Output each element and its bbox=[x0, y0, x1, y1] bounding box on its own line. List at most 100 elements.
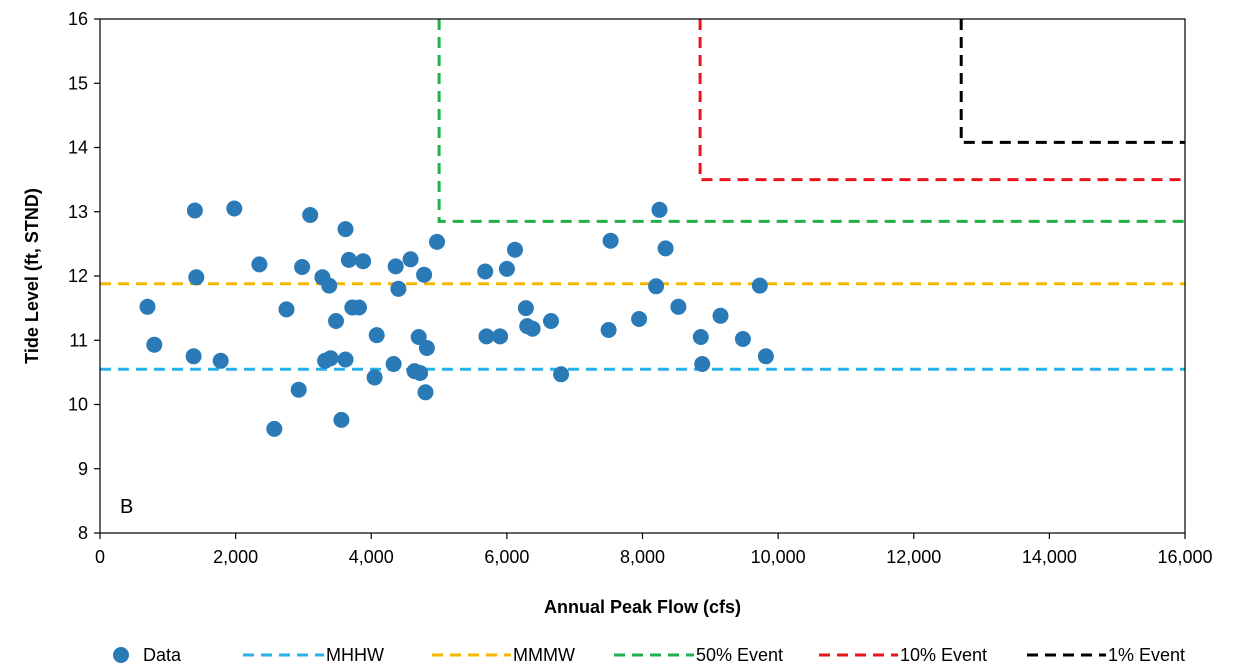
legend: Data MHHW MMMW 50% Event 10% Event 1% Event bbox=[113, 645, 1185, 665]
data-point bbox=[186, 202, 203, 219]
x-tick-label: 8,000 bbox=[620, 547, 665, 567]
data-point bbox=[328, 313, 344, 329]
x-tick-label: 14,000 bbox=[1022, 547, 1077, 567]
data-point bbox=[294, 259, 311, 275]
data-point bbox=[712, 307, 729, 324]
data-point bbox=[366, 369, 383, 386]
50pct-event-line bbox=[437, 19, 1185, 223]
data-point bbox=[477, 263, 494, 280]
data-point bbox=[524, 320, 541, 337]
legend-label: 10% Event bbox=[900, 645, 987, 665]
data-point bbox=[385, 356, 402, 372]
x-tick-label: 12,000 bbox=[886, 547, 941, 567]
data-point bbox=[553, 366, 570, 383]
data-point bbox=[390, 280, 407, 297]
data-point bbox=[416, 266, 433, 283]
data-point bbox=[226, 200, 243, 217]
y-tick-label: 11 bbox=[69, 330, 88, 350]
data-point bbox=[417, 384, 434, 401]
1pct-event-line bbox=[959, 19, 1185, 144]
x-tick-label: 2,000 bbox=[213, 547, 258, 567]
legend-item-10pct-event: 10% Event bbox=[819, 645, 987, 665]
data-point bbox=[188, 269, 205, 286]
plot-lines bbox=[100, 19, 1185, 371]
data-point bbox=[757, 348, 774, 365]
data-point bbox=[251, 256, 268, 273]
legend-marker bbox=[113, 647, 129, 663]
data-point bbox=[340, 251, 357, 268]
data-point bbox=[648, 278, 665, 295]
x-tick-label: 4,000 bbox=[349, 547, 394, 567]
plot-frame bbox=[99, 18, 1186, 534]
y-tick-label: 8 bbox=[78, 523, 88, 543]
y-tick-label: 13 bbox=[68, 202, 88, 222]
data-point bbox=[387, 258, 404, 275]
y-tick-label: 16 bbox=[68, 9, 88, 29]
x-axis-ticks: 0 2,000 4,000 6,000 8,000 10,000 12,000 14,000 1… bbox=[95, 533, 1213, 567]
data-point bbox=[337, 221, 354, 238]
data-point bbox=[751, 277, 768, 294]
y-tick-label: 15 bbox=[68, 73, 88, 93]
data-point bbox=[694, 356, 711, 372]
data-point bbox=[212, 352, 229, 369]
data-point bbox=[402, 251, 419, 268]
data-point bbox=[543, 313, 559, 329]
x-tick-label: 0 bbox=[95, 547, 105, 567]
plot-points bbox=[139, 200, 774, 437]
data-point bbox=[302, 207, 319, 223]
data-point bbox=[651, 201, 668, 218]
data-point bbox=[429, 233, 445, 250]
data-point bbox=[602, 232, 619, 249]
data-point bbox=[266, 420, 283, 437]
legend-label: 50% Event bbox=[696, 645, 783, 665]
data-point bbox=[507, 241, 523, 258]
data-point bbox=[492, 328, 509, 345]
data-point bbox=[692, 329, 709, 345]
data-point bbox=[478, 328, 495, 345]
legend-label: MHHW bbox=[326, 645, 384, 665]
data-point bbox=[517, 300, 534, 317]
data-point bbox=[290, 381, 307, 398]
legend-item-mmmw: MMMW bbox=[432, 645, 575, 665]
data-point bbox=[412, 365, 429, 381]
x-tick-label: 10,000 bbox=[751, 547, 806, 567]
data-point bbox=[657, 240, 674, 257]
x-axis-title: Annual Peak Flow (cfs) bbox=[544, 597, 741, 617]
legend-item-1pct-event: 1% Event bbox=[1027, 645, 1185, 665]
legend-item-data: Data bbox=[113, 645, 182, 665]
data-point bbox=[322, 350, 339, 367]
x-tick-label: 16,000 bbox=[1157, 547, 1212, 567]
data-point bbox=[278, 301, 295, 318]
panel-label: B bbox=[120, 496, 133, 518]
y-tick-label: 9 bbox=[78, 459, 88, 479]
data-point bbox=[600, 322, 617, 338]
data-point bbox=[355, 253, 372, 270]
data-point bbox=[337, 351, 354, 368]
data-point bbox=[333, 411, 350, 428]
10pct-event-line bbox=[698, 19, 1185, 182]
legend-label: MMMW bbox=[513, 645, 575, 665]
legend-item-50pct-event: 50% Event bbox=[614, 645, 783, 665]
legend-label: 1% Event bbox=[1108, 645, 1185, 665]
legend-label: Data bbox=[143, 645, 182, 665]
y-axis-ticks: 8 9 10 11 12 13 14 15 16 bbox=[68, 9, 100, 543]
data-point bbox=[498, 260, 515, 277]
data-point bbox=[368, 327, 385, 344]
data-point bbox=[418, 340, 435, 356]
y-axis-title: Tide Level (ft, STND) bbox=[22, 188, 42, 364]
data-point bbox=[410, 329, 427, 345]
y-tick-label: 10 bbox=[68, 395, 88, 415]
data-point bbox=[734, 331, 751, 347]
data-point bbox=[670, 298, 687, 315]
x-tick-label: 6,000 bbox=[484, 547, 529, 567]
data-point bbox=[321, 277, 338, 294]
data-point bbox=[185, 348, 202, 365]
data-point bbox=[146, 336, 163, 353]
y-tick-label: 12 bbox=[68, 266, 88, 286]
data-point bbox=[351, 299, 367, 316]
legend-item-mhhw: MHHW bbox=[243, 645, 384, 665]
data-point bbox=[631, 311, 648, 327]
y-tick-label: 14 bbox=[68, 138, 88, 158]
data-point bbox=[139, 298, 156, 315]
